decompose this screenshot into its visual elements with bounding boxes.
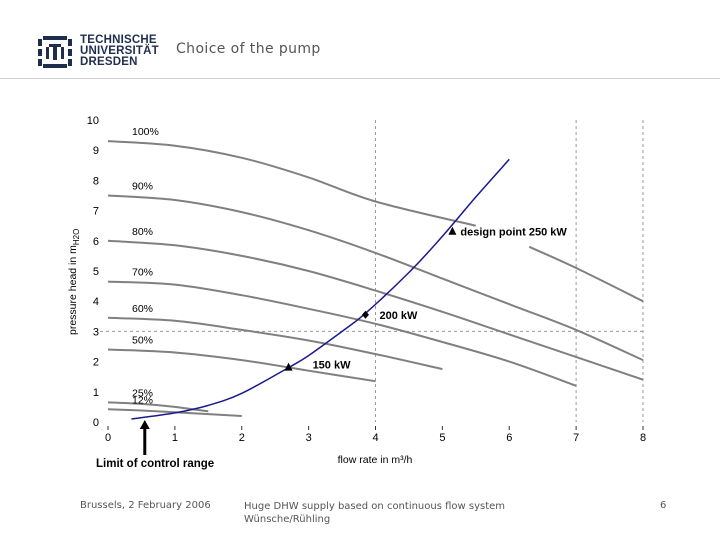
x-tick-label: 8 <box>640 432 646 444</box>
y-tick-label: 7 <box>93 206 99 218</box>
y-axis-title: pressure head in mH2O <box>67 229 81 335</box>
x-tick-label: 0 <box>105 432 111 444</box>
pump-curve-label: 60% <box>132 303 153 315</box>
footer-date: Brussels, 2 February 2006 <box>80 500 211 511</box>
pump-curve-label: 50% <box>132 335 153 347</box>
pump-curve-label: 100% <box>132 126 159 138</box>
footer-topic: Huge DHW supply based on continuous flow… <box>244 500 505 526</box>
pump-curve-label: 25% <box>132 387 153 399</box>
pump-chart: 0 1 2 3 4 5 6 7 8 0 1 2 3 4 5 6 7 8 9 10 100% 90% 80% 70% 60% 50%… <box>67 115 646 470</box>
operating-point-label: design point 250 kW <box>460 227 567 239</box>
x-tick-label: 1 <box>172 432 178 444</box>
pump-curve <box>107 239 644 381</box>
y-tick-label: 0 <box>93 417 99 429</box>
y-axis-title-subscript: H2O <box>72 229 81 245</box>
tu-dresden-logo-icon <box>38 36 72 68</box>
university-name: TECHNISCHE UNIVERSITÄT DRESDEN <box>80 34 159 68</box>
y-tick-label: 3 <box>93 326 99 338</box>
pump-curve <box>107 348 376 383</box>
footer-topic-line-1: Huge DHW supply based on continuous flow… <box>244 501 506 512</box>
x-tick-label: 2 <box>239 432 245 444</box>
x-tick-label: 6 <box>506 432 512 444</box>
footer-topic-line-2: Wünsche/Rühling <box>244 514 331 525</box>
pump-curve-label: 70% <box>132 267 153 279</box>
pump-curve-label: 90% <box>132 181 153 193</box>
y-tick-label: 5 <box>93 266 99 278</box>
limit-label: Limit of control range <box>96 458 214 470</box>
y-axis-title-main: pressure head in m <box>67 245 79 335</box>
logo-line-1: TECHNISCHE <box>80 34 157 46</box>
x-tick-label: 4 <box>372 432 378 444</box>
x-tick-label: 5 <box>439 432 445 444</box>
system-curve <box>131 158 510 420</box>
y-tick-label: 9 <box>93 145 99 157</box>
y-tick-label: 8 <box>93 175 99 187</box>
slide-title: Choice of the pump <box>176 41 321 57</box>
pump-curve <box>107 280 577 387</box>
pump-curve <box>107 316 443 371</box>
y-tick-label: 6 <box>93 236 99 248</box>
x-tick-label: 7 <box>573 432 579 444</box>
pump-curve-label: 80% <box>132 226 153 238</box>
header-divider <box>0 78 720 79</box>
y-tick-label: 4 <box>93 296 99 308</box>
pump-curve-label: 12% <box>132 394 153 406</box>
operating-point-label: 150 kW <box>313 360 352 372</box>
limit-arrow-head <box>139 420 150 429</box>
operating-point-marker <box>361 310 369 319</box>
x-tick-label: 3 <box>306 432 312 444</box>
page-number: 6 <box>660 500 667 511</box>
x-axis-title: flow rate in m³/h <box>338 454 413 466</box>
logo-line-3: DRESDEN <box>80 56 138 68</box>
operating-point-marker <box>448 226 457 235</box>
logo-line-2: UNIVERSITÄT <box>80 45 159 57</box>
pump-curve <box>528 245 644 303</box>
pump-curve <box>107 408 242 417</box>
y-tick-label: 2 <box>93 357 99 369</box>
y-tick-label: 1 <box>93 387 99 399</box>
pump-curve <box>107 140 477 227</box>
y-tick-label: 10 <box>87 115 99 127</box>
pump-curve <box>107 194 644 362</box>
operating-point-label: 200 kW <box>379 310 418 322</box>
operating-point-marker <box>284 362 293 371</box>
